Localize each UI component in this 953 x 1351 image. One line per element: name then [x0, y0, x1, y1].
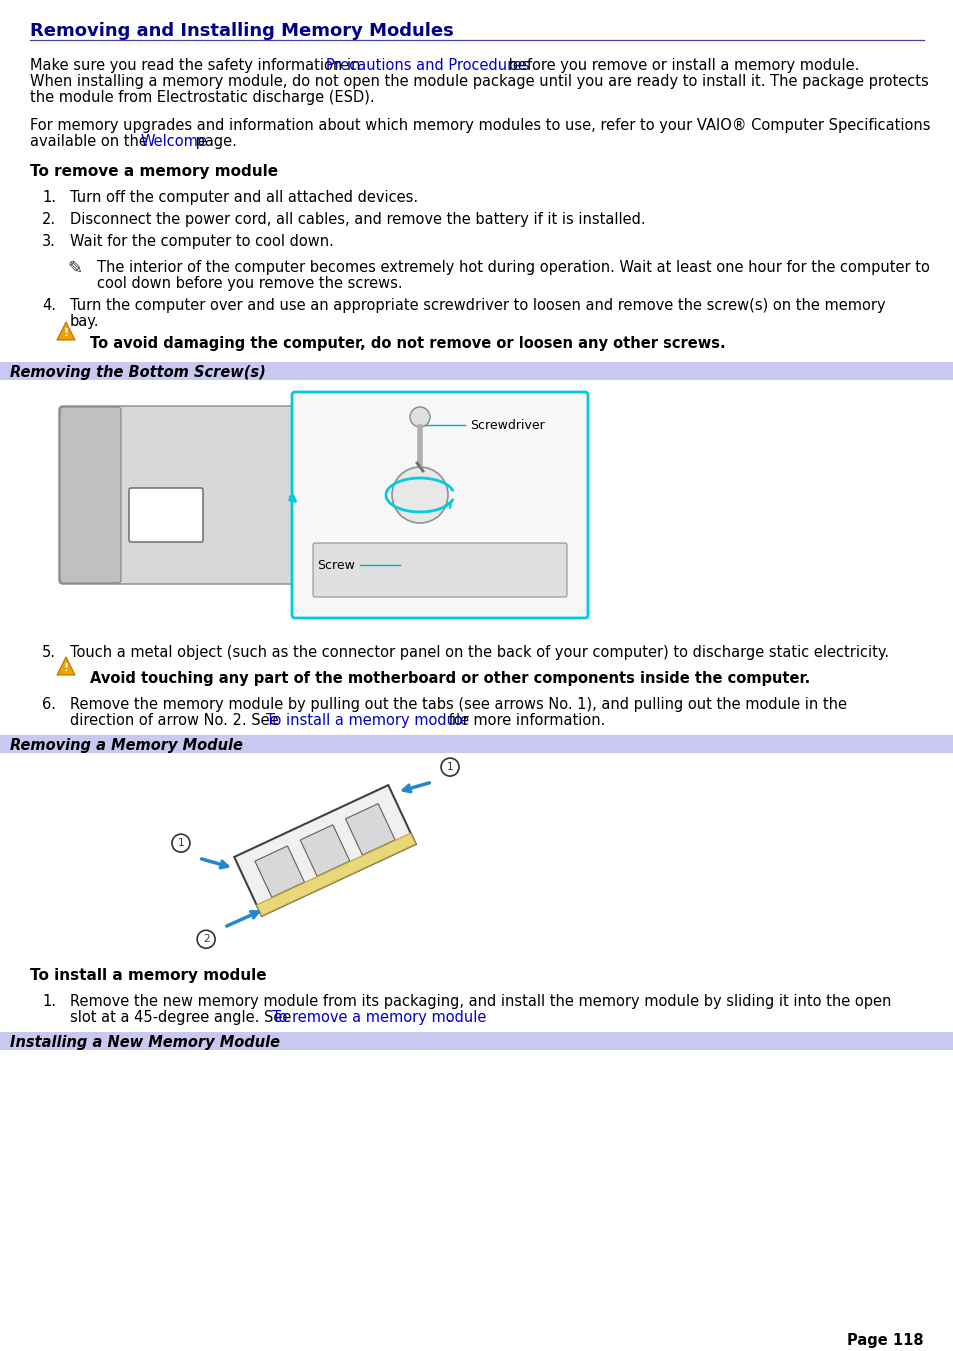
Text: When installing a memory module, do not open the module package until you are re: When installing a memory module, do not … [30, 74, 928, 89]
Text: 1: 1 [446, 762, 453, 771]
Text: 4.: 4. [42, 299, 56, 313]
Text: Remove the memory module by pulling out the tabs (see arrows No. 1), and pulling: Remove the memory module by pulling out … [70, 697, 846, 712]
FancyBboxPatch shape [59, 407, 296, 584]
Polygon shape [300, 824, 350, 877]
Text: Precautions and Procedures: Precautions and Procedures [326, 58, 529, 73]
Text: before you remove or install a memory module.: before you remove or install a memory mo… [503, 58, 859, 73]
Bar [0, 735, 953, 753]
Polygon shape [234, 785, 416, 916]
Polygon shape [345, 804, 395, 855]
Text: Page 118: Page 118 [846, 1333, 923, 1348]
Text: To install a memory module: To install a memory module [30, 969, 266, 984]
Text: Remove the new memory module from its packaging, and install the memory module b: Remove the new memory module from its pa… [70, 994, 890, 1009]
FancyBboxPatch shape [313, 543, 566, 597]
Polygon shape [254, 846, 304, 897]
Text: Welcome: Welcome [141, 134, 208, 149]
Circle shape [197, 931, 214, 948]
Text: For memory upgrades and information about which memory modules to use, refer to : For memory upgrades and information abou… [30, 118, 929, 132]
Text: To remove a memory module: To remove a memory module [272, 1011, 486, 1025]
FancyBboxPatch shape [60, 407, 121, 584]
Text: 1.: 1. [42, 190, 56, 205]
Text: available on the: available on the [30, 134, 152, 149]
Text: 3.: 3. [42, 234, 56, 249]
Bar [55, 390, 589, 620]
Circle shape [172, 834, 190, 852]
Text: The interior of the computer becomes extremely hot during operation. Wait at lea: The interior of the computer becomes ext… [97, 259, 929, 276]
Text: !: ! [63, 328, 69, 338]
Text: 2: 2 [203, 935, 210, 944]
Text: Turn off the computer and all attached devices.: Turn off the computer and all attached d… [70, 190, 417, 205]
Text: Screwdriver: Screwdriver [470, 419, 544, 432]
Text: 5.: 5. [42, 644, 56, 661]
FancyBboxPatch shape [292, 392, 587, 617]
Text: cool down before you remove the screws.: cool down before you remove the screws. [97, 276, 402, 290]
Text: To install a memory module: To install a memory module [266, 713, 469, 728]
Polygon shape [57, 322, 75, 340]
Circle shape [392, 467, 448, 523]
Text: !: ! [63, 663, 69, 673]
Text: 6.: 6. [42, 697, 56, 712]
Text: direction of arrow No. 2. See: direction of arrow No. 2. See [70, 713, 283, 728]
Text: 1: 1 [177, 838, 184, 848]
Text: To avoid damaging the computer, do not remove or loosen any other screws.: To avoid damaging the computer, do not r… [90, 336, 725, 351]
Text: Removing a Memory Module: Removing a Memory Module [10, 738, 243, 753]
Text: Installing a New Memory Module: Installing a New Memory Module [10, 1035, 280, 1050]
FancyBboxPatch shape [129, 488, 203, 542]
Polygon shape [57, 657, 75, 676]
Text: Screw: Screw [316, 559, 355, 571]
Text: Avoid touching any part of the motherboard or other components inside the comput: Avoid touching any part of the motherboa… [90, 671, 809, 686]
Text: Disconnect the power cord, all cables, and remove the battery if it is installed: Disconnect the power cord, all cables, a… [70, 212, 645, 227]
Text: 2.: 2. [42, 212, 56, 227]
Text: page.: page. [191, 134, 236, 149]
Bar [0, 1032, 953, 1050]
Text: Make sure you read the safety information in: Make sure you read the safety informatio… [30, 58, 365, 73]
Text: slot at a 45-degree angle. See: slot at a 45-degree angle. See [70, 1011, 295, 1025]
Text: Turn the computer over and use an appropriate screwdriver to loosen and remove t: Turn the computer over and use an approp… [70, 299, 884, 313]
Text: To remove a memory module: To remove a memory module [30, 163, 278, 178]
Text: the module from Electrostatic discharge (ESD).: the module from Electrostatic discharge … [30, 91, 375, 105]
Text: for more information.: for more information. [443, 713, 605, 728]
Text: Wait for the computer to cool down.: Wait for the computer to cool down. [70, 234, 334, 249]
Circle shape [440, 758, 458, 775]
Circle shape [410, 407, 430, 427]
Text: 1.: 1. [42, 994, 56, 1009]
Text: .: . [446, 1011, 450, 1025]
Bar [0, 362, 953, 380]
Text: ✎: ✎ [68, 259, 83, 278]
Text: Touch a metal object (such as the connector panel on the back of your computer) : Touch a metal object (such as the connec… [70, 644, 888, 661]
Text: Removing the Bottom Screw(s): Removing the Bottom Screw(s) [10, 365, 266, 380]
Bar [130, 758, 479, 943]
Text: bay.: bay. [70, 313, 99, 330]
Text: Removing and Installing Memory Modules: Removing and Installing Memory Modules [30, 22, 454, 41]
Polygon shape [256, 834, 416, 916]
